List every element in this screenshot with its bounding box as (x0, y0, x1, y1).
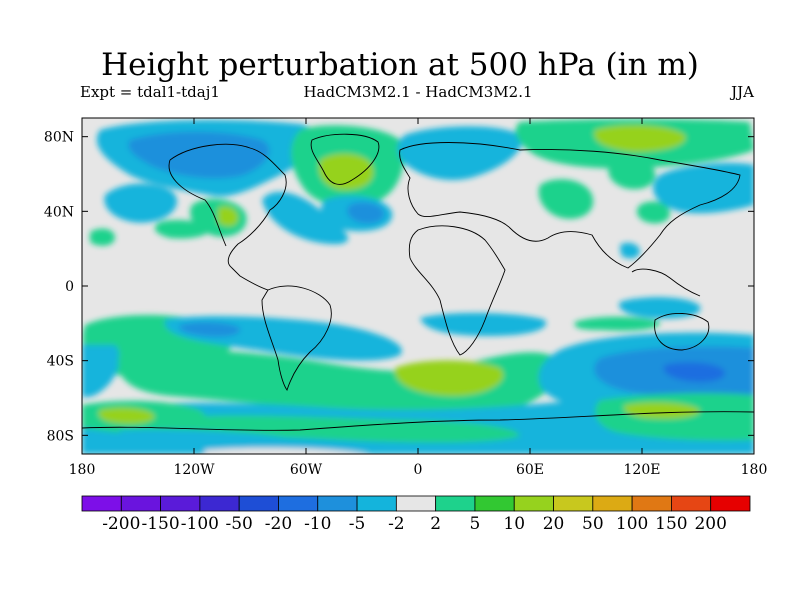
coastline (631, 268, 701, 297)
coastlines (82, 133, 754, 431)
y-tick-label: 0 (65, 279, 74, 295)
anomaly-blob (663, 362, 726, 382)
colorbar-swatch (474, 495, 515, 512)
anomaly-blob (538, 179, 594, 219)
y-tick-label: 40N (44, 204, 74, 220)
coastline (654, 313, 710, 351)
anomaly-blob (623, 402, 700, 419)
colorbar-label: 100 (616, 514, 648, 534)
anomaly-blob (119, 429, 301, 449)
y-axis: 80N 40N 0 40S 80S (44, 130, 754, 444)
x-tick-label: 120W (173, 462, 215, 478)
model-label: HadCM3M2.1 - HadCM3M2.1 (303, 83, 533, 101)
anomaly-blob (318, 153, 374, 190)
anomaly-blob (262, 191, 349, 245)
colorbar-swatch (160, 495, 201, 512)
colorbar-label: -2 (388, 514, 405, 534)
y-tick-label: 80N (44, 130, 74, 146)
colorbar-label: 5 (470, 514, 481, 534)
coastline (82, 411, 754, 431)
x-tick-label: 180 (741, 462, 768, 478)
colorbar-label: 20 (543, 514, 565, 534)
colorbar-label: -50 (225, 514, 252, 534)
colorbar-label: 10 (503, 514, 525, 534)
colorbar-swatch (278, 495, 319, 512)
coastline (310, 133, 380, 185)
y-tick-label: 80S (47, 428, 74, 444)
x-tick-label: 60E (516, 462, 544, 478)
colorbar-label: 50 (582, 514, 604, 534)
anomaly-blob (636, 201, 670, 224)
anomaly-blob (218, 206, 239, 227)
x-tick-label: 0 (414, 462, 423, 478)
colorbar-swatch (120, 495, 161, 512)
experiment-label: Expt = tdal1-tdaj1 (80, 83, 220, 101)
coastline (399, 142, 741, 269)
colorbar-swatch (553, 495, 594, 512)
colorbar-swatch (395, 495, 437, 512)
x-tick-label: 60W (290, 462, 323, 478)
colorbar-label: -200 (102, 514, 140, 534)
colorbar-label: -100 (181, 514, 219, 534)
coastline (168, 159, 227, 247)
anomaly-blob (394, 360, 504, 396)
anomaly-blob (397, 126, 522, 180)
colorbar-label: 200 (694, 514, 726, 534)
season-label: JJA (731, 83, 754, 101)
x-tick-label: 120E (624, 462, 661, 478)
anomaly-blob (128, 131, 270, 179)
colorbar-swatch (199, 495, 240, 512)
colorbar-swatch (356, 495, 397, 512)
colorbar-label: 150 (655, 514, 687, 534)
anomaly-blob (608, 159, 656, 190)
anomaly-blob (154, 220, 211, 239)
anomaly-blob (205, 447, 370, 454)
coastline (408, 225, 506, 356)
colorbar-swatch (513, 495, 554, 512)
colorbar-swatch (631, 495, 672, 512)
plot-title: Height perturbation at 500 hPa (in m) (101, 47, 699, 83)
colorbar-swatch (317, 495, 358, 512)
y-tick-label: 40S (47, 354, 74, 370)
anomaly-blob (574, 316, 661, 331)
anomaly-blob (347, 202, 385, 224)
colorbar: -200 -150 -100 -50 -20 -10 -5 -2 2 5 10 20 50 100 150 2… (81, 495, 751, 534)
colorbar-swatch (238, 495, 279, 512)
anomaly-blob (594, 125, 686, 152)
colorbar-label: -20 (265, 514, 292, 534)
coastline (261, 285, 332, 391)
anomaly-blob (104, 183, 178, 223)
anomaly-blob (620, 242, 640, 259)
anomaly-blob (98, 407, 155, 424)
x-tick-label: 180 (69, 462, 96, 478)
colorbar-label: -5 (349, 514, 366, 534)
colorbar-label: -150 (141, 514, 179, 534)
x-axis: 180 120W 60W 0 60E 120E 180 (69, 118, 768, 478)
colorbar-swatch (671, 495, 712, 512)
anomaly-blob (653, 163, 754, 214)
anomaly-blob (90, 228, 115, 246)
height-field (82, 119, 754, 454)
colorbar-label: -10 (304, 514, 331, 534)
colorbar-label: 2 (430, 514, 441, 534)
colorbar-swatch (435, 495, 476, 512)
coastline (169, 143, 287, 291)
colorbar-swatch (710, 495, 751, 512)
anomaly-blob (82, 345, 120, 398)
anomaly-blob (179, 322, 241, 337)
colorbar-swatch (81, 495, 122, 512)
colorbar-swatch (592, 495, 633, 512)
anomaly-blob (118, 348, 563, 417)
